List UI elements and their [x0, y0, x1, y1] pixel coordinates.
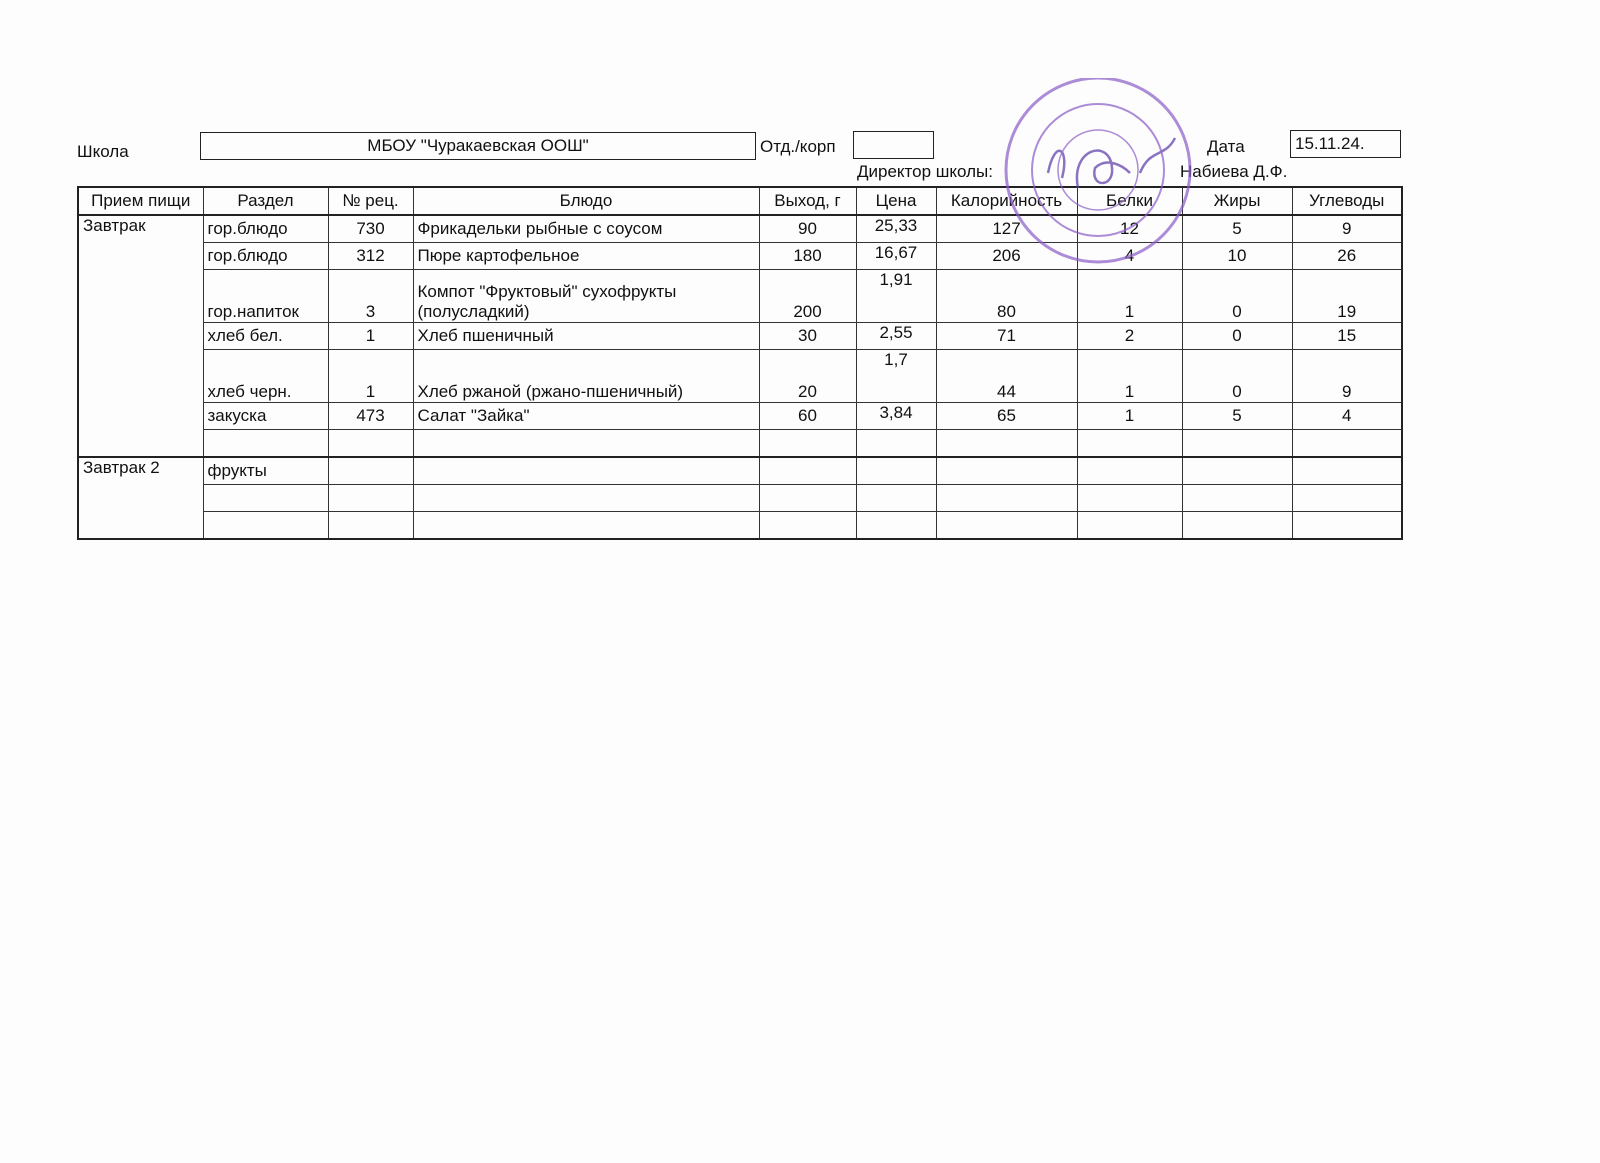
col-price: Цена — [855, 186, 937, 216]
school-label: Школа — [77, 142, 129, 161]
table-row — [78, 429, 1403, 458]
official-stamp — [1004, 78, 1192, 264]
cell-yield: 60 — [758, 402, 857, 430]
cell-section: гор.блюдо — [202, 242, 329, 270]
cell-carbs: 9 — [1291, 214, 1403, 243]
table-row: Завтрак гор.блюдо 730 Фрикадельки рыбные с … — [77, 214, 1403, 458]
cell-recipe: 1 — [327, 322, 414, 350]
cell-protein: 2 — [1076, 322, 1183, 350]
col-fat: Жиры — [1181, 186, 1293, 216]
cell-meal: Завтрак — [77, 214, 204, 458]
cell-price: 16,67 — [855, 242, 937, 270]
col-recipe: № рец. — [327, 186, 414, 216]
table-header-row: Прием пищи Раздел № рец. Блюдо Выход, г … — [77, 186, 1403, 216]
col-dish: Блюдо — [412, 186, 760, 216]
cell-section: фрукты — [202, 456, 329, 485]
cell-recipe: 1 — [327, 349, 414, 403]
table-row: хлеб бел. 1 Хлеб пшеничный 30 2,55 71 2 0 15 — [78, 322, 1403, 350]
director-label: Директор школы: — [857, 162, 993, 181]
cell-calories: 71 — [935, 322, 1078, 350]
cell-price: 2,55 — [855, 322, 937, 350]
col-calories: Калорийность — [935, 186, 1078, 216]
cell-fat: 0 — [1181, 349, 1293, 403]
dept-label: Отд./корп — [760, 137, 836, 156]
school-field: МБОУ "Чуракаевская ООШ" — [200, 132, 756, 160]
cell-fat: 5 — [1181, 402, 1293, 430]
cell-carbs: 15 — [1291, 322, 1403, 350]
cell-section: гор.напиток — [202, 269, 329, 323]
cell-price: 3,84 — [855, 402, 937, 430]
cell-yield: 180 — [758, 242, 857, 270]
cell-price: 1,7 — [855, 349, 937, 403]
cell-dish: Фрикадельки рыбные с соусом — [412, 214, 760, 243]
cell-recipe: 730 — [327, 214, 414, 243]
col-section: Раздел — [202, 186, 329, 216]
table-row: гор.блюдо 312 Пюре картофельное 180 16,67 206… — [78, 242, 1403, 270]
date-field: 15.11.24. — [1290, 130, 1401, 158]
date-label: Дата — [1207, 137, 1245, 156]
cell-carbs: 19 — [1291, 269, 1403, 323]
menu-table: Прием пищи Раздел № рец. Блюдо Выход, г … — [77, 186, 1403, 540]
cell-recipe: 312 — [327, 242, 414, 270]
cell-calories: 206 — [935, 242, 1078, 270]
cell-carbs: 9 — [1291, 349, 1403, 403]
cell-recipe: 3 — [327, 269, 414, 323]
cell-yield: 200 — [758, 269, 857, 323]
cell-recipe: 473 — [327, 402, 414, 430]
cell-section: хлеб бел. — [202, 322, 329, 350]
cell-fat: 0 — [1181, 322, 1293, 350]
col-carbs: Углеводы — [1291, 186, 1403, 216]
cell-price: 25,33 — [855, 214, 937, 243]
table-row — [78, 484, 1403, 512]
cell-carbs: 26 — [1291, 242, 1403, 270]
cell-section: гор.блюдо — [202, 214, 329, 243]
table-row: хлеб черн. 1 Хлеб ржаной (ржано-пшеничный)… — [78, 349, 1403, 403]
cell-dish: Хлеб пшеничный — [412, 322, 760, 350]
director-name: Набиева Д.Ф. — [1180, 162, 1288, 181]
dept-field — [853, 131, 934, 159]
cell-calories: 65 — [935, 402, 1078, 430]
cell-yield: 20 — [758, 349, 857, 403]
cell-section: закуска — [202, 402, 329, 430]
cell-carbs: 4 — [1291, 402, 1403, 430]
cell-yield: 30 — [758, 322, 857, 350]
table-row: закуска 473 Салат "Зайка" 60 3,84 65 1 5 4 — [78, 402, 1403, 430]
cell-price: 1,91 — [855, 269, 937, 323]
cell-meal: Завтрак 2 — [77, 456, 204, 540]
cell-dish: Салат "Зайка" — [412, 402, 760, 430]
cell-dish: Хлеб ржаной (ржано-пшеничный) — [412, 349, 760, 403]
col-meal: Прием пищи — [77, 186, 204, 216]
cell-section: хлеб черн. — [202, 349, 329, 403]
cell-calories: 44 — [935, 349, 1078, 403]
table-row: гор.напиток 3 Компот "Фруктовый" сухофрукт… — [78, 269, 1403, 323]
table-row: Завтрак 2 фрукты — [77, 456, 1403, 540]
cell-protein: 1 — [1076, 349, 1183, 403]
table-row — [78, 511, 1403, 540]
col-yield: Выход, г — [758, 186, 857, 216]
signature — [1046, 137, 1177, 189]
cell-yield: 90 — [758, 214, 857, 243]
cell-protein: 1 — [1076, 402, 1183, 430]
cell-dish: Пюре картофельное — [412, 242, 760, 270]
cell-dish: Компот "Фруктовый" сухофрукты (полусладк… — [412, 269, 760, 323]
